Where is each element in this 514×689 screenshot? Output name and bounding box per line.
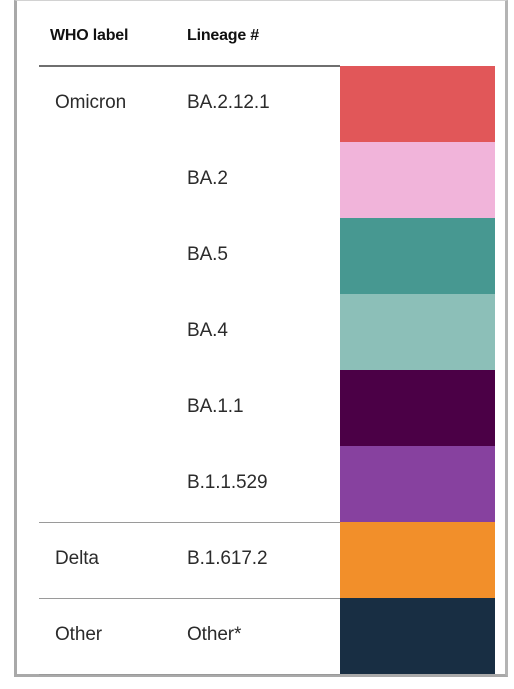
color-swatch [340,522,495,598]
who-label-cell: Omicron [55,92,127,113]
color-swatch [340,370,495,446]
header-who-label: WHO label [50,27,129,44]
lineage-cell: B.1.1.529 [187,472,268,493]
header-rule [39,65,340,67]
group-rule [39,598,340,599]
who-label-cell: Delta [55,548,99,569]
color-swatch [340,446,495,522]
color-swatch [340,66,495,142]
lineage-cell: BA.4 [187,320,228,341]
group-rule [39,674,340,675]
lineage-cell: BA.5 [187,244,228,265]
color-swatch [340,294,495,370]
header-lineage: Lineage # [187,27,260,44]
lineage-color-table: WHO label Lineage # Omicron BA.2.12.1 BA.2… [14,0,508,677]
lineage-cell: BA.2 [187,168,228,189]
color-swatch [340,142,495,218]
lineage-cell: BA.2.12.1 [187,92,270,113]
who-label-cell: Other [55,624,103,645]
lineage-cell: Other* [187,624,242,645]
lineage-cell: B.1.617.2 [187,548,268,569]
color-swatch [340,218,495,294]
group-rule [39,522,340,523]
lineage-cell: BA.1.1 [187,396,244,417]
color-swatch [340,598,495,674]
